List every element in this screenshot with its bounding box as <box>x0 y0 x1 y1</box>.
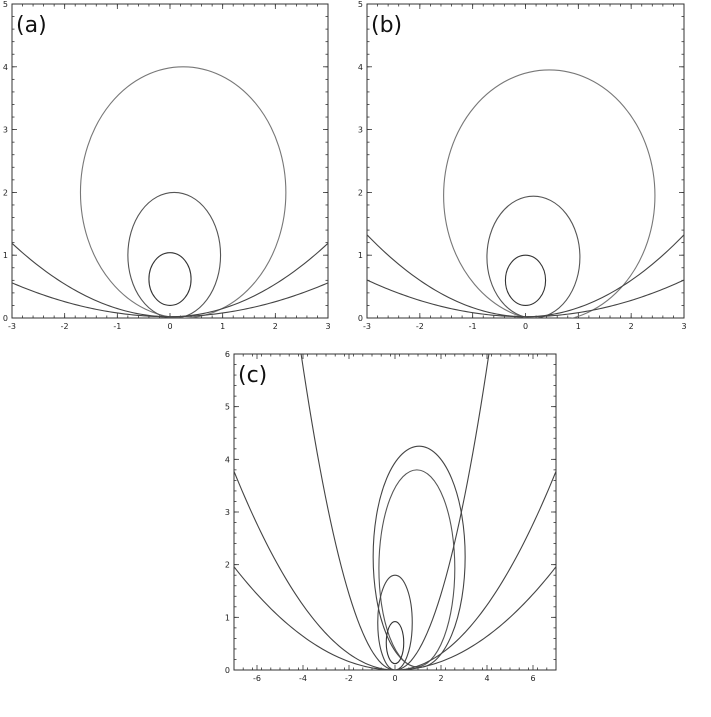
curves <box>367 69 684 318</box>
y-tick-label: 0 <box>225 666 230 675</box>
x-tick-label: -3 <box>8 322 16 331</box>
y-tick-label: 2 <box>225 561 230 570</box>
curves <box>12 66 328 318</box>
y-tick-label: 2 <box>358 188 363 197</box>
y-tick-label: 4 <box>358 63 363 72</box>
x-tick-label: 0 <box>167 322 172 331</box>
y-tick-label: 2 <box>3 188 8 197</box>
x-tick-label: 2 <box>438 674 443 683</box>
x-tick-label: 0 <box>392 674 397 683</box>
contour-curve-4 <box>12 282 328 318</box>
contour-curve-5 <box>234 471 556 670</box>
x-tick-label: -1 <box>113 322 121 331</box>
x-tick-label: 1 <box>576 322 581 331</box>
x-tick-label: -2 <box>345 674 353 683</box>
contour-curve-4 <box>367 279 684 318</box>
y-tick-label: 4 <box>3 63 8 72</box>
contour-curve-2 <box>504 254 547 306</box>
y-tick-label: 4 <box>225 455 230 464</box>
x-tick-label: 4 <box>484 674 489 683</box>
contour-curve-3 <box>385 620 405 665</box>
y-tick-label: 1 <box>225 613 230 622</box>
x-tick-label: -1 <box>469 322 477 331</box>
contour-curve-4 <box>300 354 490 670</box>
y-tick-label: 5 <box>3 0 8 9</box>
contour-curve-1 <box>486 195 581 318</box>
contour-curve-0 <box>79 66 287 318</box>
y-tick-label: 0 <box>358 314 363 323</box>
panel-label: (a) <box>16 13 47 38</box>
x-tick-label: 0 <box>523 322 528 331</box>
y-tick-label: 6 <box>225 350 230 359</box>
x-tick-label: 3 <box>681 322 686 331</box>
chart-panel-1: -3 -2 -1 0 1 2 3 0 1 2 3 4 5 (b) <box>358 0 687 331</box>
contour-curve-6 <box>234 566 556 670</box>
x-tick-label: 6 <box>530 674 535 683</box>
x-tick-label: -4 <box>299 674 307 683</box>
chart-panel-2: -6 -4 -2 0 2 4 6 0 1 2 3 4 5 6 (c) <box>225 350 557 683</box>
plot-frame <box>366 3 685 319</box>
y-tick-label: 5 <box>358 0 363 9</box>
x-tick-label: -2 <box>416 322 424 331</box>
x-tick-label: -3 <box>363 322 371 331</box>
panel-label: (b) <box>371 13 402 38</box>
y-tick-label: 3 <box>358 126 363 135</box>
curves <box>234 354 556 670</box>
y-tick-label: 1 <box>3 251 8 260</box>
contour-curve-1 <box>378 469 456 668</box>
contour-curve-0 <box>443 69 656 318</box>
y-tick-label: 1 <box>358 251 363 260</box>
chart-panel-0: -3 -2 -1 0 1 2 3 0 1 2 3 4 5 (a) <box>3 0 331 331</box>
x-tick-label: -6 <box>253 674 261 683</box>
x-tick-label: 1 <box>220 322 225 331</box>
contour-curve-2 <box>377 574 413 670</box>
x-tick-label: -2 <box>61 322 69 331</box>
y-tick-label: 3 <box>3 126 8 135</box>
y-tick-label: 5 <box>225 403 230 412</box>
y-tick-label: 0 <box>3 314 8 323</box>
contour-curve-1 <box>127 191 222 318</box>
y-tick-label: 3 <box>225 508 230 517</box>
plot-frame <box>11 3 329 319</box>
x-tick-label: 2 <box>629 322 634 331</box>
plot-frame <box>233 353 557 671</box>
x-tick-label: 3 <box>325 322 330 331</box>
contour-curve-2 <box>148 252 192 306</box>
panel-label: (c) <box>238 363 267 388</box>
contour-curve-3 <box>367 234 684 318</box>
x-tick-label: 2 <box>273 322 278 331</box>
